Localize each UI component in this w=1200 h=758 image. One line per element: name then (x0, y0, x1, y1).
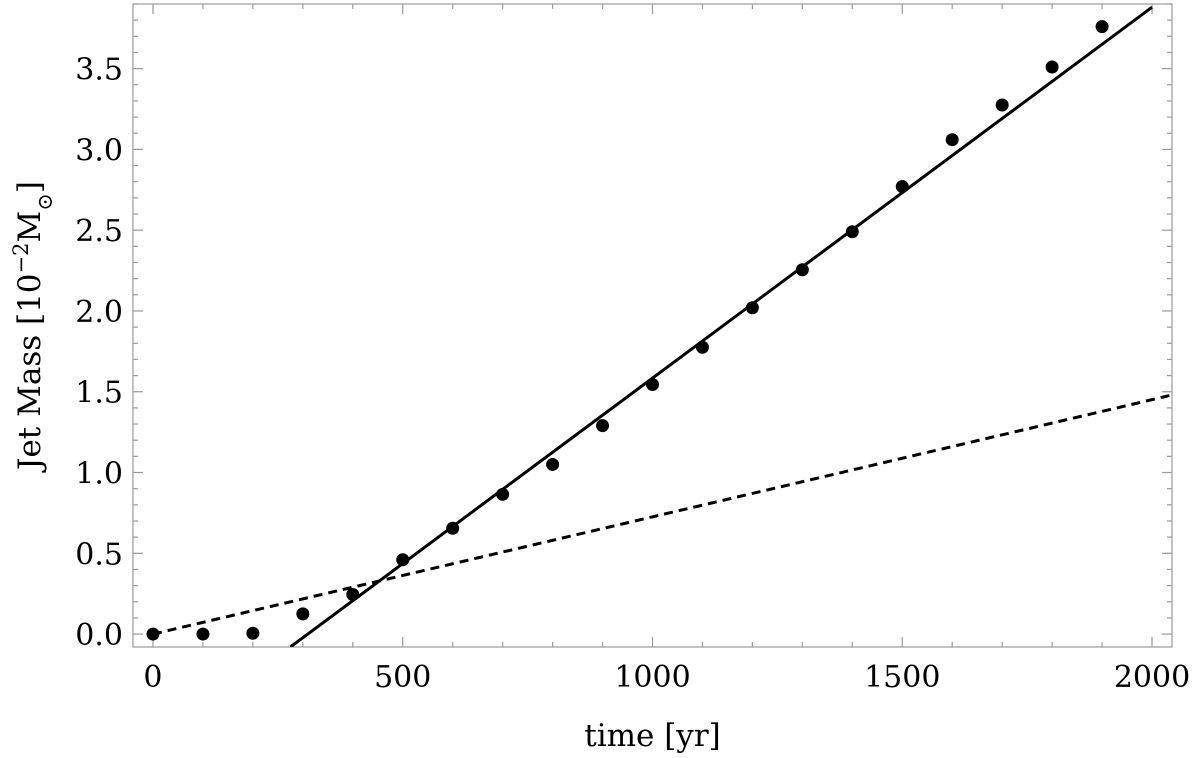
data-point (995, 98, 1009, 112)
y-tick-label: 1.5 (75, 376, 123, 411)
data-point (146, 627, 160, 641)
data-point (296, 607, 310, 621)
y-tick-label: 3.5 (75, 53, 123, 88)
y-axis-title-unit: M (12, 211, 48, 243)
y-tick-label: 0.0 (75, 618, 123, 653)
y-tick-label: 3.0 (75, 133, 123, 168)
data-point (646, 377, 659, 391)
data-point (496, 487, 510, 501)
y-axis-title-close: ] (12, 181, 48, 193)
x-tick-label: 500 (374, 660, 431, 695)
data-point (895, 180, 909, 194)
x-tick-label: 2000 (1114, 660, 1190, 695)
data-point (1095, 20, 1109, 34)
data-point (346, 587, 360, 601)
x-tick-label: 0 (143, 660, 162, 695)
data-point (446, 521, 460, 535)
data-point (845, 225, 859, 239)
data-point (1045, 60, 1059, 74)
data-point (945, 133, 959, 147)
solid-fit-line (289, 6, 1153, 647)
y-axis-title-main: Jet Mass [10 (12, 273, 48, 473)
y-tick-label: 2.5 (75, 214, 123, 249)
y-tick-label: 1.0 (75, 457, 123, 492)
x-tick-label: 1000 (614, 660, 690, 695)
data-point (246, 626, 260, 640)
dashed-fit-line (152, 393, 1172, 636)
plot-frame (132, 3, 1173, 648)
x-tick-label: 1500 (864, 660, 940, 695)
data-point (695, 340, 709, 354)
data-point (745, 301, 759, 315)
data-point (596, 419, 610, 433)
y-axis-title: Jet Mass [10−2M⊙] (9, 181, 57, 473)
data-point (795, 263, 809, 277)
y-tick-label: 2.0 (75, 295, 123, 330)
data-point (396, 553, 410, 567)
y-axis-title-subscript: ⊙ (33, 193, 57, 211)
data-point (196, 627, 210, 641)
x-axis-title: time [yr] (584, 718, 721, 754)
y-axis-title-exponent: −2 (9, 242, 33, 273)
data-point (546, 457, 560, 471)
y-tick-label: 0.5 (75, 537, 123, 572)
